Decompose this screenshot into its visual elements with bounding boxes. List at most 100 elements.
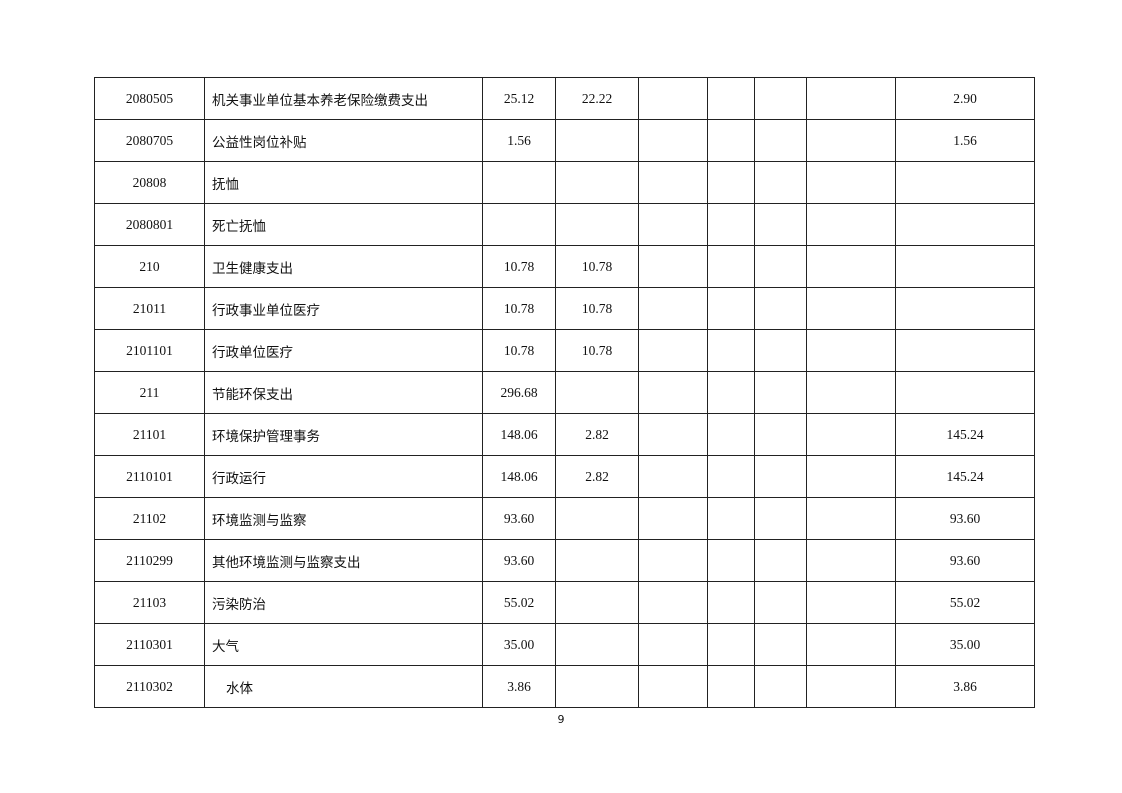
amount-cell bbox=[638, 245, 708, 288]
subject-name-cell: 机关事业单位基本养老保险缴费支出 bbox=[204, 77, 483, 120]
subject-name-cell: 污染防治 bbox=[204, 581, 483, 624]
amount-cell: 93.60 bbox=[482, 539, 556, 582]
amount-cell bbox=[895, 203, 1035, 246]
amount-cell bbox=[638, 329, 708, 372]
subject-code-cell: 2110301 bbox=[94, 623, 205, 666]
amount-cell bbox=[754, 455, 807, 498]
subject-name-cell: 环境保护管理事务 bbox=[204, 413, 483, 456]
amount-cell bbox=[638, 287, 708, 330]
subject-name-cell: 行政事业单位医疗 bbox=[204, 287, 483, 330]
amount-cell bbox=[638, 77, 708, 120]
table-row: 211 节能环保支出 296.68 bbox=[94, 371, 1035, 414]
amount-cell bbox=[754, 623, 807, 666]
amount-cell bbox=[754, 539, 807, 582]
amount-cell bbox=[638, 665, 708, 708]
amount-cell bbox=[754, 581, 807, 624]
subject-name-cell: 环境监测与监察 bbox=[204, 497, 483, 540]
subject-name-cell: 其他环境监测与监察支出 bbox=[204, 539, 483, 582]
amount-cell bbox=[806, 245, 896, 288]
amount-cell bbox=[638, 161, 708, 204]
subject-code-cell: 2110302 bbox=[94, 665, 205, 708]
amount-cell bbox=[754, 203, 807, 246]
subject-name-cell: 行政单位医疗 bbox=[204, 329, 483, 372]
amount-cell bbox=[754, 287, 807, 330]
amount-cell bbox=[754, 119, 807, 162]
amount-cell: 10.78 bbox=[555, 245, 639, 288]
table-row: 2110299 其他环境监测与监察支出 93.60 93.60 bbox=[94, 539, 1035, 582]
amount-cell: 25.12 bbox=[482, 77, 556, 120]
amount-cell: 1.56 bbox=[482, 119, 556, 162]
amount-cell: 2.82 bbox=[555, 413, 639, 456]
subject-code-cell: 21011 bbox=[94, 287, 205, 330]
table-row: 21102 环境监测与监察 93.60 93.60 bbox=[94, 497, 1035, 540]
amount-cell bbox=[707, 119, 755, 162]
amount-cell bbox=[806, 329, 896, 372]
table-row: 21011 行政事业单位医疗 10.78 10.78 bbox=[94, 287, 1035, 330]
amount-cell bbox=[806, 455, 896, 498]
amount-cell bbox=[707, 245, 755, 288]
budget-table: 2080505 机关事业单位基本养老保险缴费支出 25.12 22.22 2.90 208… bbox=[94, 77, 1035, 708]
amount-cell bbox=[895, 329, 1035, 372]
amount-cell: 93.60 bbox=[895, 539, 1035, 582]
amount-cell: 296.68 bbox=[482, 371, 556, 414]
amount-cell: 2.90 bbox=[895, 77, 1035, 120]
table-row: 2080801 死亡抚恤 bbox=[94, 203, 1035, 246]
subject-code-cell: 2080801 bbox=[94, 203, 205, 246]
subject-code-cell: 21101 bbox=[94, 413, 205, 456]
amount-cell bbox=[638, 581, 708, 624]
table-row: 2110302 水体 3.86 3.86 bbox=[94, 665, 1035, 708]
amount-cell bbox=[707, 413, 755, 456]
amount-cell bbox=[638, 203, 708, 246]
table-row: 2101101 行政单位医疗 10.78 10.78 bbox=[94, 329, 1035, 372]
amount-cell: 35.00 bbox=[895, 623, 1035, 666]
amount-cell bbox=[555, 203, 639, 246]
amount-cell bbox=[806, 665, 896, 708]
amount-cell bbox=[555, 665, 639, 708]
amount-cell: 145.24 bbox=[895, 455, 1035, 498]
table-row: 2110101 行政运行 148.06 2.82 145.24 bbox=[94, 455, 1035, 498]
amount-cell bbox=[555, 539, 639, 582]
amount-cell bbox=[806, 203, 896, 246]
amount-cell bbox=[707, 203, 755, 246]
amount-cell: 10.78 bbox=[482, 245, 556, 288]
table-row: 210 卫生健康支出 10.78 10.78 bbox=[94, 245, 1035, 288]
table-row: 20808 抚恤 bbox=[94, 161, 1035, 204]
amount-cell bbox=[638, 371, 708, 414]
amount-cell: 55.02 bbox=[482, 581, 556, 624]
amount-cell bbox=[754, 245, 807, 288]
subject-code-cell: 2080505 bbox=[94, 77, 205, 120]
amount-cell bbox=[754, 329, 807, 372]
amount-cell bbox=[895, 371, 1035, 414]
amount-cell bbox=[806, 371, 896, 414]
amount-cell bbox=[707, 287, 755, 330]
subject-code-cell: 2101101 bbox=[94, 329, 205, 372]
amount-cell bbox=[555, 581, 639, 624]
amount-cell: 3.86 bbox=[482, 665, 556, 708]
amount-cell bbox=[707, 539, 755, 582]
amount-cell: 10.78 bbox=[482, 287, 556, 330]
amount-cell bbox=[638, 413, 708, 456]
amount-cell bbox=[754, 77, 807, 120]
amount-cell: 93.60 bbox=[482, 497, 556, 540]
amount-cell: 3.86 bbox=[895, 665, 1035, 708]
amount-cell bbox=[707, 665, 755, 708]
subject-name-cell: 节能环保支出 bbox=[204, 371, 483, 414]
amount-cell bbox=[555, 119, 639, 162]
subject-code-cell: 2110299 bbox=[94, 539, 205, 582]
subject-code-cell: 2110101 bbox=[94, 455, 205, 498]
subject-code-cell: 21102 bbox=[94, 497, 205, 540]
amount-cell: 2.82 bbox=[555, 455, 639, 498]
amount-cell bbox=[707, 77, 755, 120]
table-row: 21101 环境保护管理事务 148.06 2.82 145.24 bbox=[94, 413, 1035, 456]
amount-cell: 145.24 bbox=[895, 413, 1035, 456]
subject-name-cell: 抚恤 bbox=[204, 161, 483, 204]
amount-cell bbox=[754, 371, 807, 414]
subject-code-cell: 211 bbox=[94, 371, 205, 414]
table-row: 2110301 大气 35.00 35.00 bbox=[94, 623, 1035, 666]
amount-cell bbox=[638, 119, 708, 162]
amount-cell bbox=[895, 161, 1035, 204]
page-number: 9 bbox=[557, 713, 565, 726]
amount-cell: 10.78 bbox=[482, 329, 556, 372]
amount-cell bbox=[707, 581, 755, 624]
amount-cell bbox=[754, 665, 807, 708]
